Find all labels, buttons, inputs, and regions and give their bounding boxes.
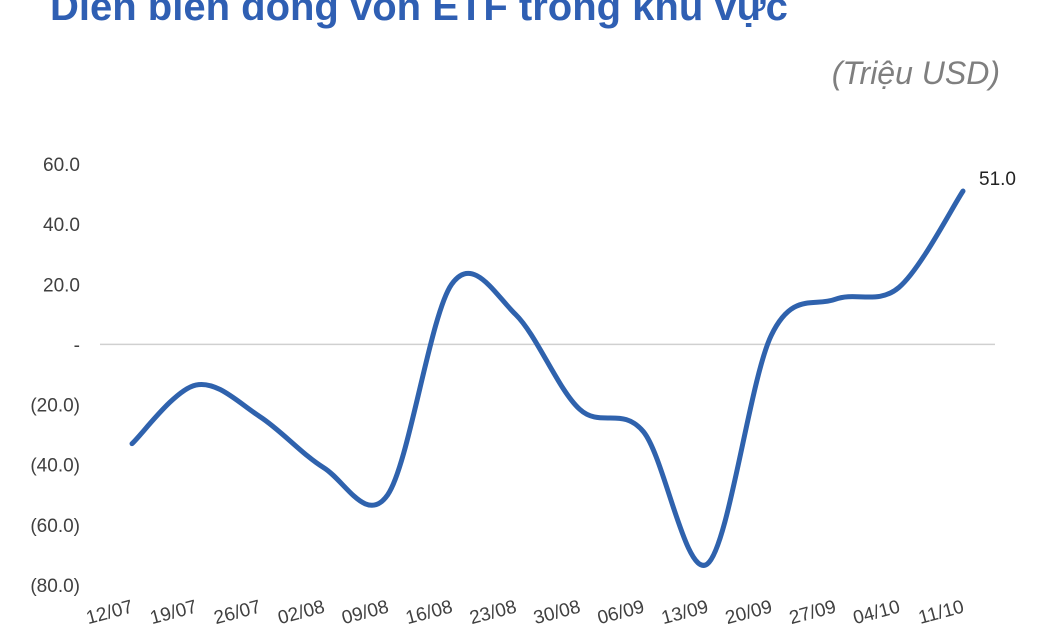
series-line (129, 188, 966, 568)
x-tick-label: 02/08 (276, 597, 327, 630)
x-tick-label: 16/08 (404, 597, 455, 630)
x-tick-label: 20/09 (723, 597, 774, 630)
chart-subtitle: (Triệu USD) (832, 55, 1000, 91)
x-tick-label: 26/07 (212, 597, 263, 630)
x-tick-label: 30/08 (531, 597, 582, 630)
x-tick-label: 19/07 (148, 597, 199, 630)
y-tick-label: 20.0 (43, 275, 80, 296)
y-tick-label: (80.0) (30, 576, 80, 597)
chart-title: Diễn biến dòng vốn ETF trong khu vực (50, 0, 788, 29)
data-label: 51.0 (979, 169, 1016, 190)
x-tick-label: 06/09 (595, 597, 646, 630)
y-tick-label: 40.0 (43, 215, 80, 236)
x-tick-label: 04/10 (851, 597, 902, 630)
y-tick-label: (20.0) (30, 396, 80, 417)
x-tick-label: 09/08 (340, 597, 391, 630)
y-tick-label: 60.0 (43, 155, 80, 176)
x-tick-label: 23/08 (467, 597, 518, 630)
x-tick-label: 27/09 (787, 597, 838, 630)
y-tick-label: (40.0) (30, 456, 80, 477)
x-tick-label: 13/09 (659, 597, 710, 630)
y-tick-label: (60.0) (30, 516, 80, 537)
y-tick-label: - (74, 335, 80, 356)
x-tick-label: 12/07 (84, 597, 135, 630)
x-tick-label: 11/10 (916, 597, 966, 629)
